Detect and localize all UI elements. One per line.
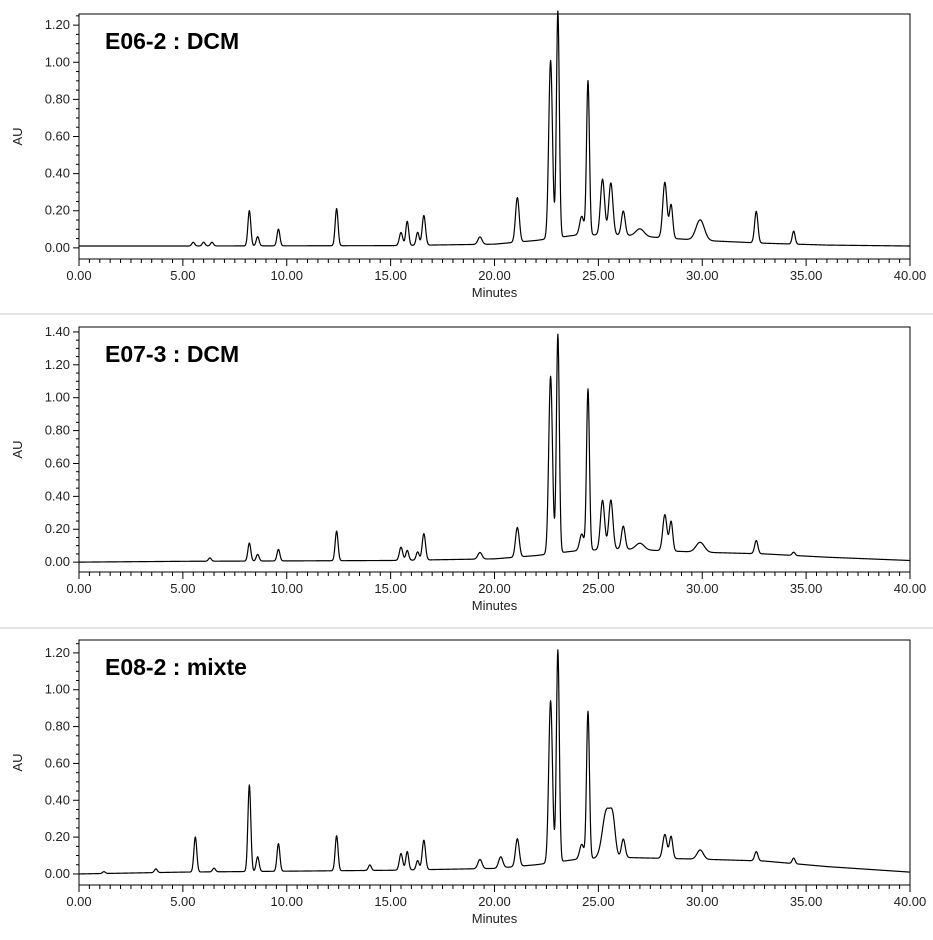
chromatogram-trace bbox=[78, 10, 911, 247]
y-tick-label: 0.80 bbox=[45, 423, 70, 438]
x-axis-title: Minutes bbox=[472, 285, 518, 300]
y-tick-label: 1.00 bbox=[45, 54, 70, 69]
x-tick-label: 0.00 bbox=[66, 581, 91, 596]
x-tick-label: 25.00 bbox=[582, 268, 615, 283]
x-tick-label: 25.00 bbox=[582, 581, 615, 596]
panel-title: E06-2 : DCM bbox=[105, 28, 239, 54]
y-tick-label: 0.60 bbox=[45, 129, 70, 144]
panel-title: E07-3 : DCM bbox=[105, 341, 239, 367]
x-tick-label: 40.00 bbox=[894, 894, 927, 909]
x-tick-label: 10.00 bbox=[270, 581, 303, 596]
y-tick-label: 1.20 bbox=[45, 17, 70, 32]
x-tick-label: 20.00 bbox=[478, 581, 511, 596]
x-tick-label: 35.00 bbox=[790, 268, 823, 283]
x-tick-label: 0.00 bbox=[66, 268, 91, 283]
x-tick-label: 15.00 bbox=[374, 894, 407, 909]
y-tick-label: 0.00 bbox=[45, 866, 70, 881]
y-axis-title: AU bbox=[10, 753, 25, 771]
x-axis-title: Minutes bbox=[472, 598, 518, 613]
y-tick-label: 1.00 bbox=[45, 390, 70, 405]
y-tick-label: 1.20 bbox=[45, 357, 70, 372]
x-tick-label: 0.00 bbox=[66, 894, 91, 909]
x-tick-label: 5.00 bbox=[170, 894, 195, 909]
x-tick-label: 25.00 bbox=[582, 894, 615, 909]
panel-title: E08-2 : mixte bbox=[105, 654, 247, 680]
chart-panel: 0.00 5.00 10.00 15.00 20.00 25.00 30.00 35.00 40… bbox=[10, 639, 927, 926]
chromatogram-trace bbox=[78, 649, 911, 875]
x-tick-label: 15.00 bbox=[374, 268, 407, 283]
y-tick-label: 0.40 bbox=[45, 792, 70, 807]
x-tick-label: 30.00 bbox=[686, 268, 719, 283]
y-axis-title: AU bbox=[10, 440, 25, 458]
chromatogram-trace bbox=[78, 333, 911, 563]
x-tick-label: 30.00 bbox=[686, 894, 719, 909]
y-tick-label: 0.00 bbox=[45, 240, 70, 255]
y-tick-label: 0.40 bbox=[45, 166, 70, 181]
y-axis-title: AU bbox=[10, 127, 25, 145]
y-tick-label: 0.00 bbox=[45, 554, 70, 569]
x-axis-title: Minutes bbox=[472, 911, 518, 926]
y-tick-label: 0.40 bbox=[45, 488, 70, 503]
y-tick-label: 0.60 bbox=[45, 455, 70, 470]
chart-panel: 0.00 5.00 10.00 15.00 20.00 25.00 30.00 35.00 40… bbox=[10, 10, 927, 300]
x-tick-label: 30.00 bbox=[686, 581, 719, 596]
x-tick-label: 5.00 bbox=[170, 268, 195, 283]
x-tick-label: 20.00 bbox=[478, 268, 511, 283]
y-tick-label: 0.60 bbox=[45, 755, 70, 770]
y-tick-label: 0.20 bbox=[45, 829, 70, 844]
chart-panel: 0.00 5.00 10.00 15.00 20.00 25.00 30.00 35.00 40… bbox=[10, 324, 926, 613]
x-tick-label: 20.00 bbox=[478, 894, 511, 909]
y-tick-label: 0.20 bbox=[45, 203, 70, 218]
x-tick-label: 10.00 bbox=[270, 268, 303, 283]
x-tick-label: 40.00 bbox=[894, 581, 927, 596]
x-tick-label: 5.00 bbox=[170, 581, 195, 596]
y-tick-label: 0.20 bbox=[45, 521, 70, 536]
x-tick-label: 40.00 bbox=[894, 268, 927, 283]
y-tick-label: 1.20 bbox=[45, 645, 70, 660]
x-tick-label: 10.00 bbox=[270, 894, 303, 909]
y-tick-label: 0.80 bbox=[45, 91, 70, 106]
x-tick-label: 35.00 bbox=[790, 894, 823, 909]
x-tick-label: 35.00 bbox=[790, 581, 823, 596]
y-tick-label: 1.00 bbox=[45, 682, 70, 697]
x-tick-label: 15.00 bbox=[374, 581, 407, 596]
y-tick-label: 1.40 bbox=[45, 324, 70, 339]
y-tick-label: 0.80 bbox=[45, 719, 70, 734]
